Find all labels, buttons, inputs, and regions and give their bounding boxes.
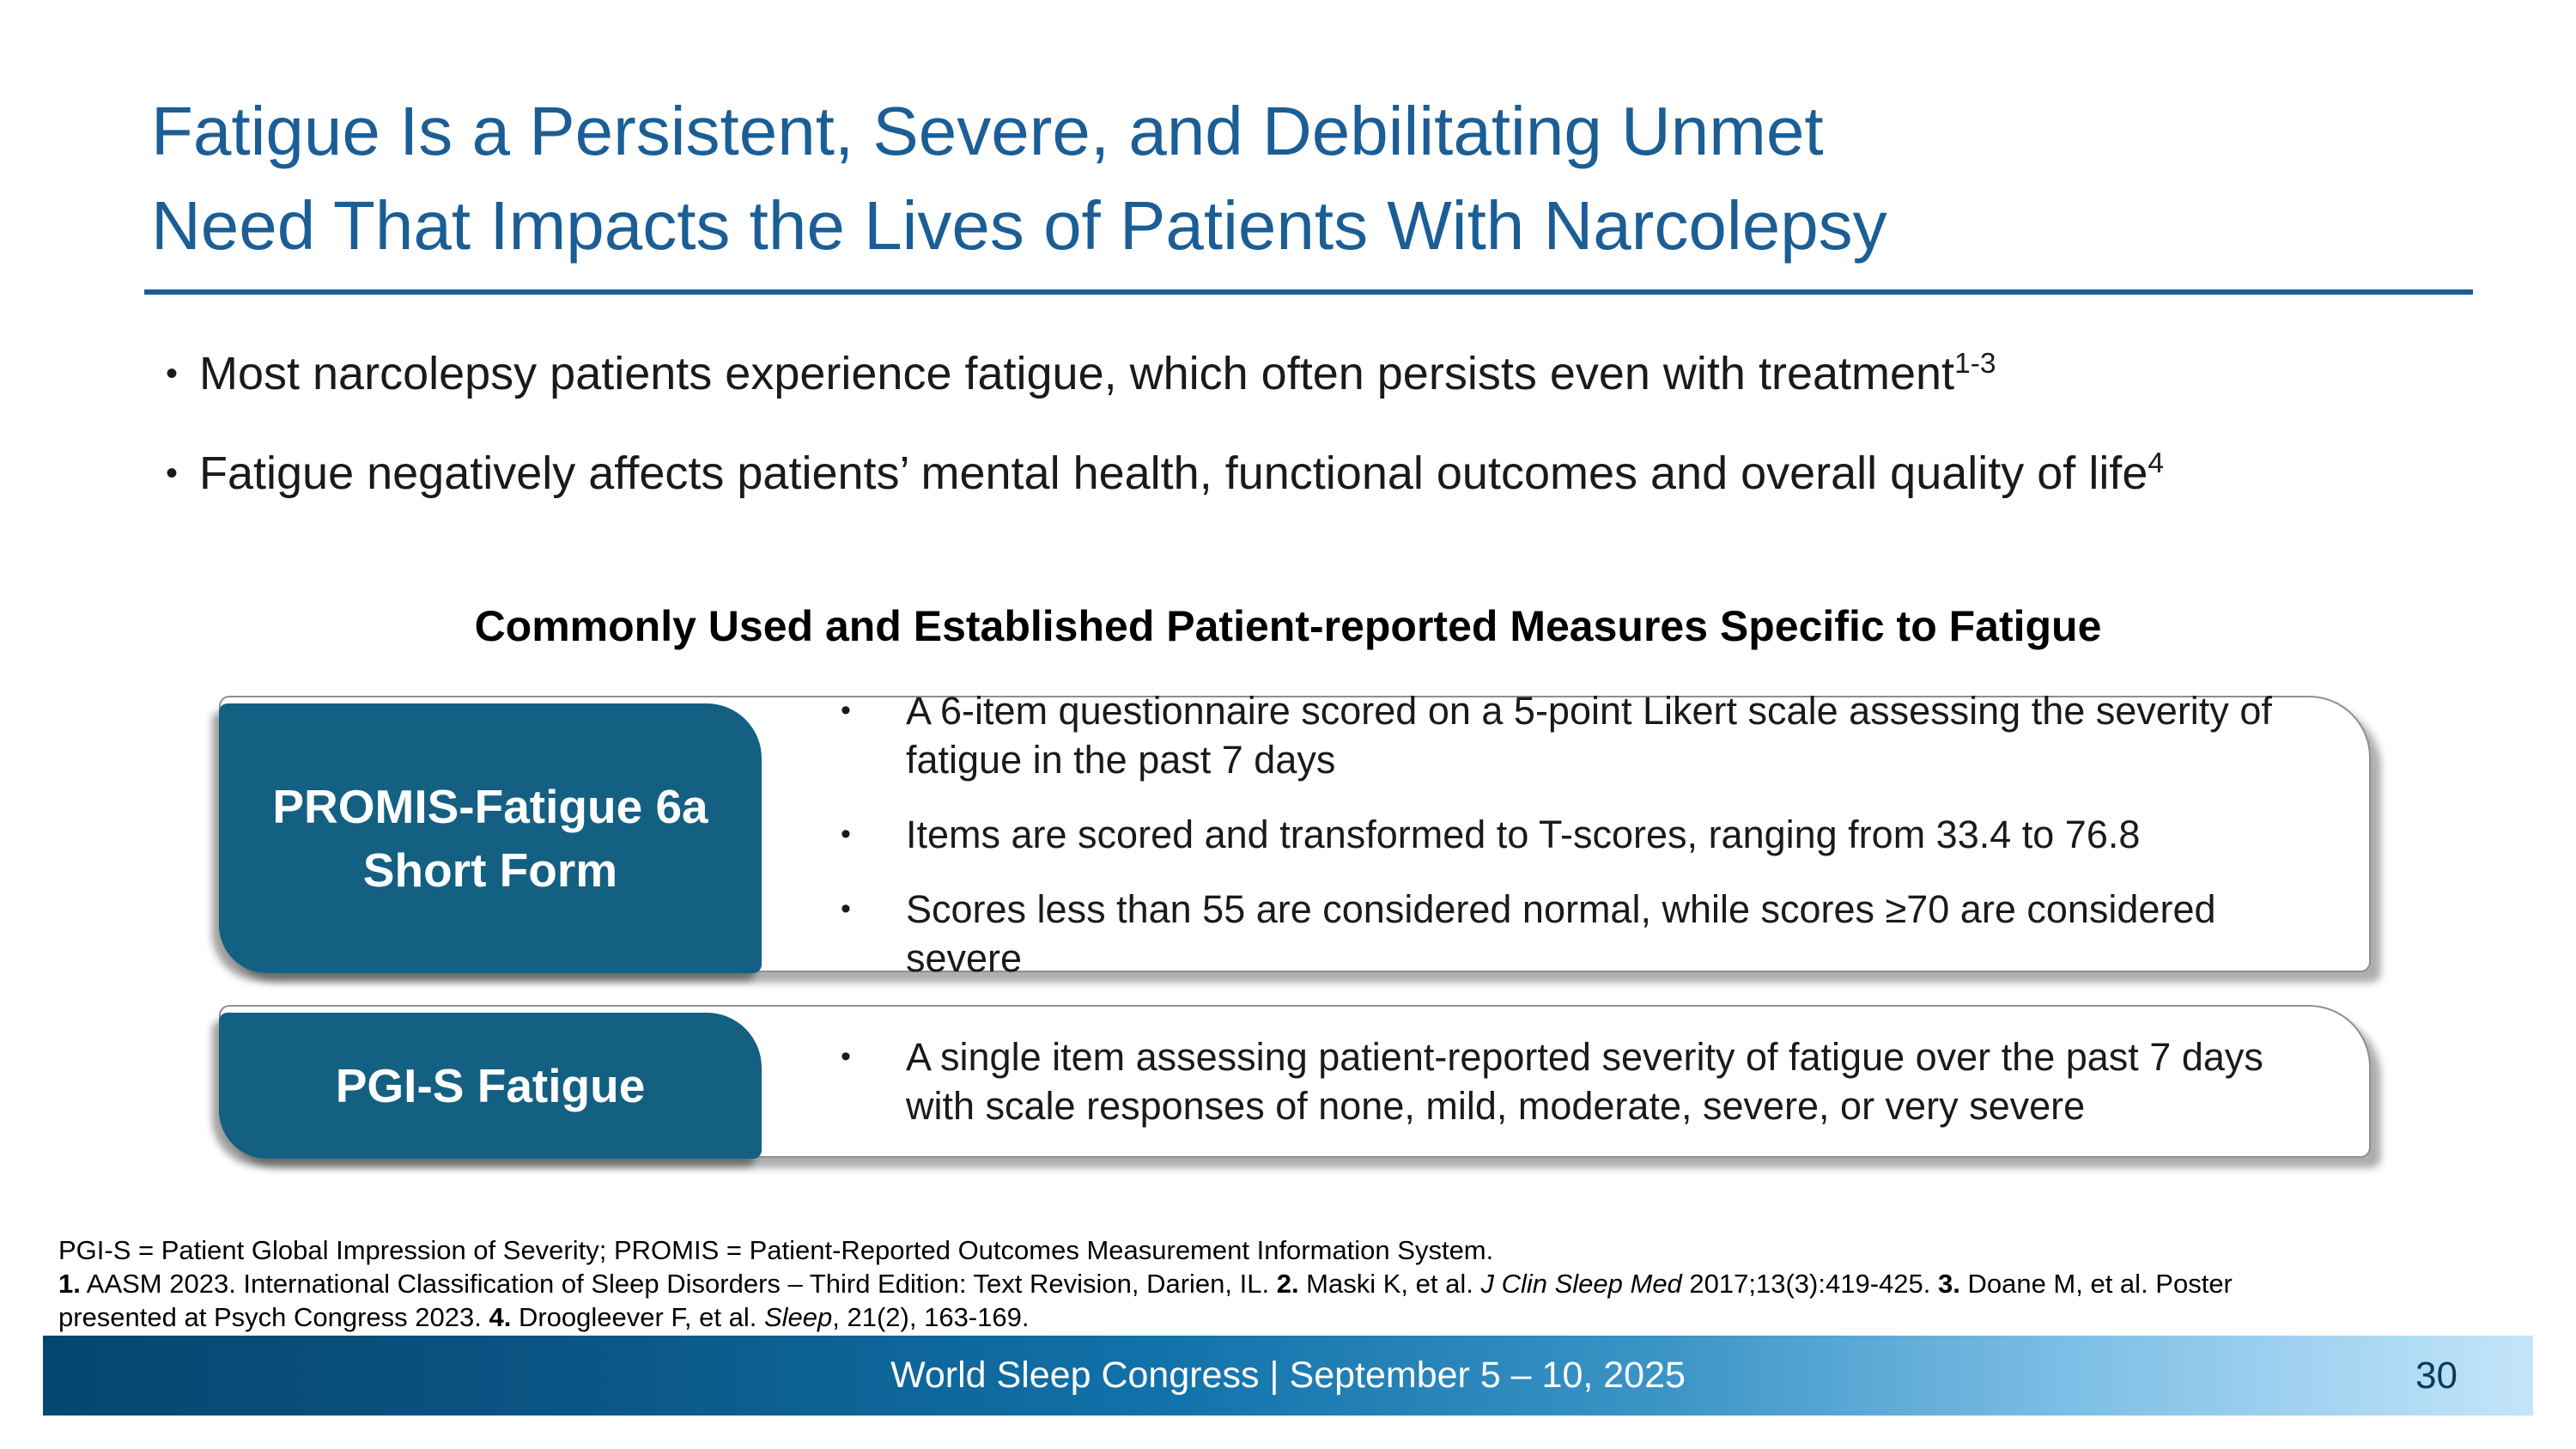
lead-bullet-text: Fatigue negatively affects patients’ men… xyxy=(199,447,2164,499)
measure-point-item: • Scores less than 55 are considered nor… xyxy=(841,885,2321,983)
lead-bullet-item: • Most narcolepsy patients experience fa… xyxy=(166,345,2561,402)
footnote-line: presented at Psych Congress 2023. 4. Dro… xyxy=(58,1302,1030,1332)
lead-bullet-list: • Most narcolepsy patients experience fa… xyxy=(166,345,2561,502)
footer-text: World Sleep Congress | September 5 – 10,… xyxy=(890,1355,1686,1396)
measure-label-line: PGI-S Fatigue xyxy=(335,1059,646,1112)
lead-bullet-item: • Fatigue negatively affects patients’ m… xyxy=(166,445,2561,502)
measure-label-line: Short Form xyxy=(362,843,618,897)
measure-point-text: A single item assessing patient-reported… xyxy=(906,1035,2263,1128)
measure-label-pgis: PGI-S Fatigue xyxy=(219,1013,762,1159)
lead-bullet-text: Most narcolepsy patients experience fati… xyxy=(199,348,1996,399)
measure-point-item: • A 6-item questionnaire scored on a 5-p… xyxy=(841,686,2321,784)
footer-bar: World Sleep Congress | September 5 – 10,… xyxy=(43,1336,2533,1416)
measure-points-pgis: • A single item assessing patient-report… xyxy=(841,1007,2321,1156)
bullet-icon: • xyxy=(841,892,851,925)
measure-label-line: PROMIS-Fatigue 6a xyxy=(272,780,708,833)
measure-point-text: Items are scored and transformed to T-sc… xyxy=(906,812,2141,856)
slide-title-line1: Fatigue Is a Persistent, Severe, and Deb… xyxy=(151,93,1824,169)
bullet-icon: • xyxy=(841,817,851,850)
slide-title: Fatigue Is a Persistent, Severe, and Deb… xyxy=(151,84,2547,273)
bullet-icon: • xyxy=(166,355,179,393)
slide-title-line2: Need That Impacts the Lives of Patients … xyxy=(151,187,1887,264)
measure-point-text: A 6-item questionnaire scored on a 5-poi… xyxy=(906,688,2272,782)
bullet-icon: • xyxy=(166,454,179,492)
measure-point-item: • A single item assessing patient-report… xyxy=(841,1032,2321,1130)
measure-point-text: Scores less than 55 are considered norma… xyxy=(906,886,2216,980)
measure-label-promis: PROMIS-Fatigue 6a Short Form xyxy=(219,703,762,973)
bullet-icon: • xyxy=(841,693,851,727)
footnote-line: PGI-S = Patient Global Impression of Sev… xyxy=(58,1235,1494,1265)
measure-points-promis: • A 6-item questionnaire scored on a 5-p… xyxy=(841,689,2321,980)
measure-card-promis: PROMIS-Fatigue 6a Short Form • A 6-item … xyxy=(219,689,2371,980)
measure-point-item: • Items are scored and transformed to T-… xyxy=(841,810,2321,859)
bullet-icon: • xyxy=(841,1040,851,1073)
measure-card-pgis: PGI-S Fatigue • A single item assessing … xyxy=(219,1005,2371,1159)
section-heading: Commonly Used and Established Patient-re… xyxy=(474,602,2102,650)
footnotes: PGI-S = Patient Global Impression of Sev… xyxy=(58,1233,2549,1334)
page-number: 30 xyxy=(2415,1354,2458,1397)
footnote-line: 1. AASM 2023. International Classificati… xyxy=(58,1269,2233,1299)
title-underline xyxy=(144,289,2473,295)
